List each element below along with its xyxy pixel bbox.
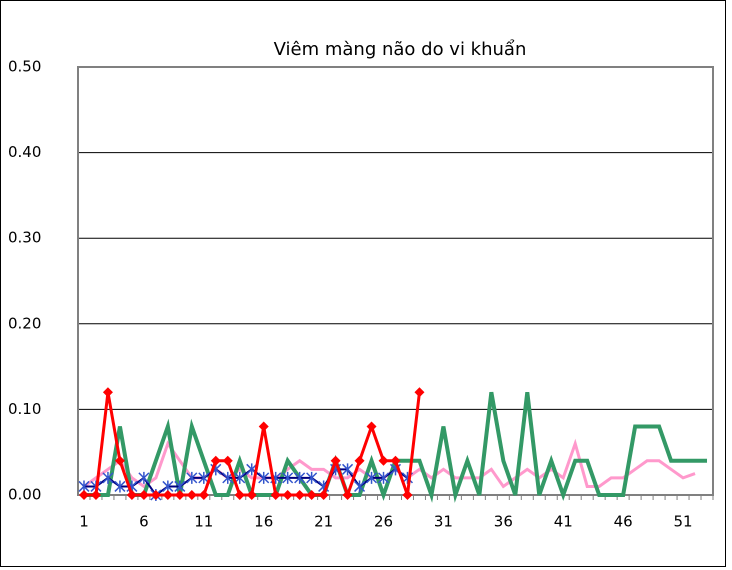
- diamond-marker: [138, 490, 149, 500]
- diamond-marker: [366, 421, 377, 432]
- y-tick-label: 0.30: [8, 229, 41, 247]
- diamond-marker: [246, 490, 257, 500]
- diamond-marker: [342, 490, 353, 500]
- x-tick-label: 51: [674, 513, 693, 531]
- diamond-marker: [354, 455, 365, 466]
- x-tick-label: 46: [614, 513, 633, 531]
- x-tick-label: 36: [494, 513, 513, 531]
- star-marker: [377, 471, 390, 484]
- x-tick-label: 16: [254, 513, 273, 531]
- x-tick-label: 11: [194, 513, 213, 531]
- x-tick-label: 6: [139, 513, 149, 531]
- x-tick-label: 21: [314, 513, 333, 531]
- y-tick-label: 0.20: [8, 314, 41, 332]
- star-marker: [294, 471, 306, 484]
- y-tick-label: 0.50: [8, 58, 41, 76]
- diamond-marker: [378, 455, 389, 466]
- diamond-marker: [90, 490, 101, 500]
- y-tick-label: 0.10: [8, 400, 41, 418]
- diamond-marker: [198, 490, 209, 500]
- diamond-marker: [162, 490, 173, 500]
- star-marker: [366, 471, 378, 484]
- diamond-marker: [294, 490, 305, 500]
- diamond-marker: [258, 421, 269, 432]
- star-marker: [258, 471, 270, 484]
- diamond-marker: [222, 455, 233, 466]
- diamond-marker: [402, 490, 413, 500]
- star-marker: [354, 480, 366, 493]
- star-marker: [306, 471, 318, 484]
- x-tick-label: 31: [434, 513, 453, 531]
- y-tick-label: 0.00: [8, 486, 41, 504]
- star-marker: [114, 480, 126, 493]
- diamond-marker: [390, 455, 401, 466]
- diamond-marker: [150, 490, 161, 500]
- diamond-marker: [234, 490, 245, 500]
- star-marker: [102, 471, 114, 484]
- diamond-marker: [414, 387, 425, 398]
- diamond-marker: [318, 490, 329, 500]
- star-marker: [342, 463, 354, 476]
- diamond-marker: [126, 490, 137, 500]
- star-marker: [186, 471, 198, 484]
- star-marker: [282, 471, 294, 484]
- x-tick-label: 41: [554, 513, 573, 531]
- diamond-marker: [330, 455, 341, 466]
- diamond-marker: [306, 490, 317, 500]
- diamond-marker: [270, 490, 281, 500]
- diamond-marker: [114, 455, 125, 466]
- diamond-marker: [174, 490, 185, 500]
- diamond-marker: [282, 490, 293, 500]
- y-tick-label: 0.40: [8, 143, 41, 161]
- chart-title: Viêm màng não do vi khuẩn: [274, 39, 527, 60]
- x-tick-label: 1: [79, 513, 89, 531]
- x-tick-label: 26: [374, 513, 393, 531]
- diamond-marker: [210, 455, 221, 466]
- plot-area: [77, 66, 714, 496]
- diamond-marker: [102, 387, 113, 398]
- diamond-marker: [186, 490, 197, 500]
- diamond-marker: [78, 490, 89, 500]
- star-marker: [138, 471, 150, 484]
